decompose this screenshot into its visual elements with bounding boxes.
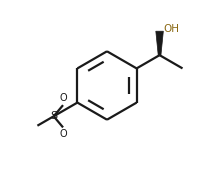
Text: O: O	[59, 129, 67, 140]
Text: S: S	[50, 111, 57, 121]
Text: OH: OH	[164, 24, 180, 35]
Polygon shape	[156, 31, 163, 55]
Text: O: O	[59, 93, 67, 103]
